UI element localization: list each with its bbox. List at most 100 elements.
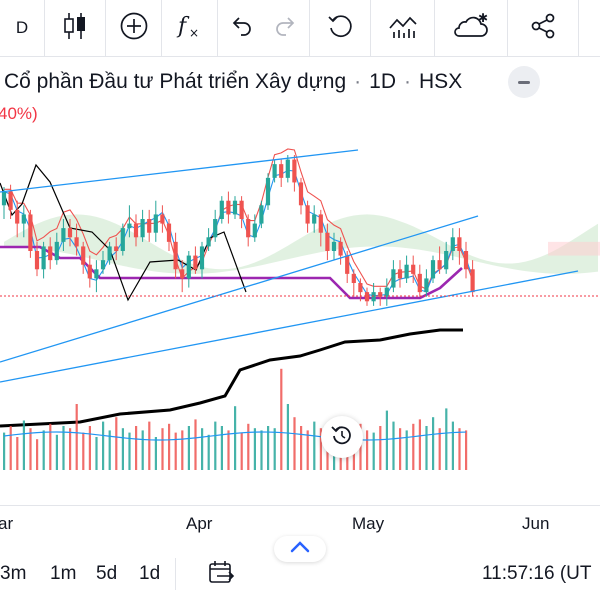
candle-body <box>8 191 13 210</box>
symbol-name: Cổ phần Đầu tư Phát triển Xây dựng <box>4 70 347 93</box>
candle-body <box>54 241 59 261</box>
volume-bar <box>227 430 230 470</box>
volume-bar <box>161 428 164 470</box>
title-separator: · <box>404 70 412 93</box>
volume-bar <box>267 426 270 470</box>
volume-bar <box>319 428 322 470</box>
price-chart[interactable] <box>0 120 600 505</box>
volume-bar <box>451 421 454 470</box>
volume-bar <box>135 426 138 470</box>
candle-body <box>292 159 297 183</box>
candle-body <box>298 182 304 206</box>
candle-body <box>463 251 469 270</box>
volume-bar <box>392 421 395 470</box>
reset-icon <box>326 12 354 45</box>
volume-bar <box>445 408 448 470</box>
candle-body <box>450 237 455 251</box>
timeframe-3m[interactable]: 3m <box>0 563 27 584</box>
candle-body <box>391 269 396 288</box>
candle-body <box>94 269 99 279</box>
candle-body <box>305 205 310 224</box>
session-clock[interactable]: 11:57:16 (UT <box>482 563 592 584</box>
candle-body <box>272 164 277 178</box>
volume-bar <box>108 430 111 470</box>
ichimoku-cloud <box>4 214 600 274</box>
volume-bar <box>9 426 12 470</box>
volume-bar <box>260 430 263 470</box>
candle-body <box>246 219 251 238</box>
undo-button[interactable] <box>218 0 264 56</box>
candle-body <box>107 246 112 261</box>
candle-body <box>41 246 46 270</box>
indicators-button[interactable]: f × <box>162 0 217 56</box>
candle-body <box>219 200 224 219</box>
timeframe-5d[interactable]: 5d <box>96 563 118 584</box>
scroll-to-realtime-button[interactable] <box>321 416 363 458</box>
rewind-icon <box>330 423 354 452</box>
redo-button[interactable] <box>264 0 308 56</box>
volume-bar <box>300 426 303 470</box>
candle-body <box>160 214 165 224</box>
volume-bar <box>115 417 118 470</box>
candle-body <box>186 255 191 279</box>
weather-button[interactable]: ✱ <box>435 0 507 56</box>
candle-body <box>28 214 33 251</box>
candle-body <box>338 241 343 256</box>
expand-panel-button[interactable] <box>274 536 326 562</box>
volume-bar <box>379 426 382 470</box>
volume-bar <box>148 421 151 470</box>
candle-body <box>397 269 403 279</box>
volume-bar <box>458 428 461 470</box>
volume-bar <box>465 430 468 470</box>
volume-bar <box>201 428 204 470</box>
volume-bar <box>405 430 408 470</box>
timeframe-1d[interactable]: 1d <box>139 563 161 584</box>
volume-bar <box>234 406 237 470</box>
volume-bar <box>16 437 19 470</box>
weather-cloud-icon: ✱ <box>451 11 491 46</box>
candle-body <box>285 159 290 178</box>
interval-button[interactable]: D <box>0 0 44 56</box>
candle-body <box>384 287 389 297</box>
candle-body <box>351 273 356 283</box>
collapse-legend-button[interactable] <box>508 66 540 98</box>
candle-body <box>166 223 172 242</box>
candle-body <box>318 214 323 233</box>
add-indicator-button[interactable] <box>106 0 161 56</box>
share-button[interactable] <box>508 0 578 56</box>
candle-body <box>265 177 271 206</box>
candle-body <box>470 269 475 293</box>
minus-icon <box>518 80 530 84</box>
cloud-area <box>4 214 598 274</box>
candle-body <box>312 214 317 224</box>
volume-bar <box>42 430 45 470</box>
symbol-exchange: HSX <box>419 70 463 93</box>
volume-bar <box>207 434 210 470</box>
candle-body <box>34 251 40 270</box>
interval-label: D <box>15 18 29 37</box>
volume-bar <box>214 421 217 470</box>
candle-body <box>411 264 416 274</box>
volume-bar <box>154 437 157 470</box>
toolbar-divider <box>175 558 176 590</box>
indicator-lines <box>0 148 474 428</box>
candle-body <box>206 237 211 247</box>
trend-chart-button[interactable] <box>371 0 434 56</box>
chart-type-button[interactable] <box>45 0 105 56</box>
candle-body <box>21 214 26 224</box>
candle-body <box>404 264 409 279</box>
volume-bar <box>432 417 435 470</box>
candle-body <box>358 283 363 293</box>
volume-bar <box>3 432 6 470</box>
volume-bar <box>385 410 388 470</box>
timeframe-1m[interactable]: 1m <box>50 563 77 584</box>
reset-button[interactable] <box>310 0 370 56</box>
redo-icon <box>274 14 298 43</box>
moving-average-line <box>0 328 463 428</box>
fx-indicators-icon: f × <box>175 11 205 46</box>
volume-bar <box>194 419 197 470</box>
date-range-button[interactable] <box>207 560 235 591</box>
candle-body <box>424 278 429 293</box>
volume-bar <box>280 368 283 470</box>
volume-bar <box>121 428 124 470</box>
